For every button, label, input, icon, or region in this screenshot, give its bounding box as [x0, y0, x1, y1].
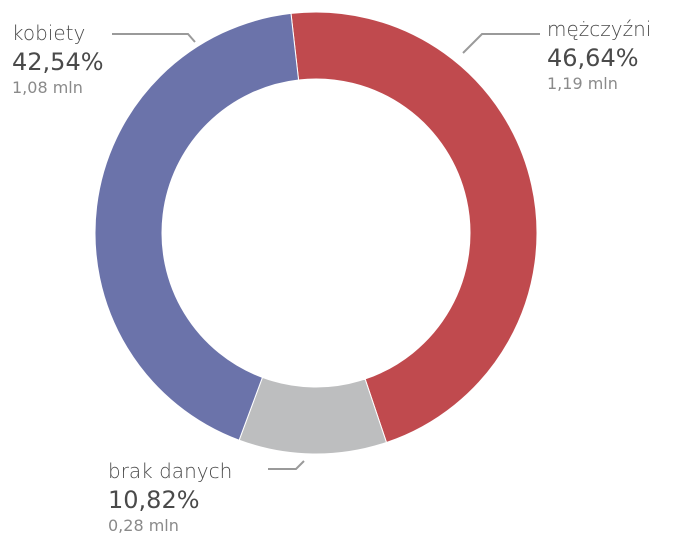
series-name: mężczyźni [547, 17, 652, 41]
donut-slice-1 [238, 376, 388, 455]
series-name: brak danych [108, 459, 233, 483]
series-count: 1,19 mln [547, 73, 618, 93]
leader-line-kobiety [112, 33, 196, 43]
leader-line-mezczyzni [462, 33, 540, 54]
series-name: kobiety [12, 21, 86, 45]
label-brak-danych: brak danych 10,82% 0,28 mln [108, 460, 232, 535]
label-kobiety: kobiety 42,54% 1,08 mln [12, 22, 104, 97]
donut-slices [94, 11, 538, 455]
series-count: 1,08 mln [12, 77, 83, 97]
label-mezczyzni: mężczyźni 46,64% 1,19 mln [547, 18, 651, 93]
leader-line-brak-danych [268, 460, 305, 470]
series-percent: 42,54% [12, 48, 104, 76]
donut-slice-2 [94, 12, 300, 441]
leader-lines [112, 33, 540, 470]
series-percent: 46,64% [547, 44, 639, 72]
series-percent: 10,82% [108, 486, 200, 514]
series-count: 0,28 mln [108, 515, 179, 535]
donut-slice-0 [290, 11, 538, 444]
